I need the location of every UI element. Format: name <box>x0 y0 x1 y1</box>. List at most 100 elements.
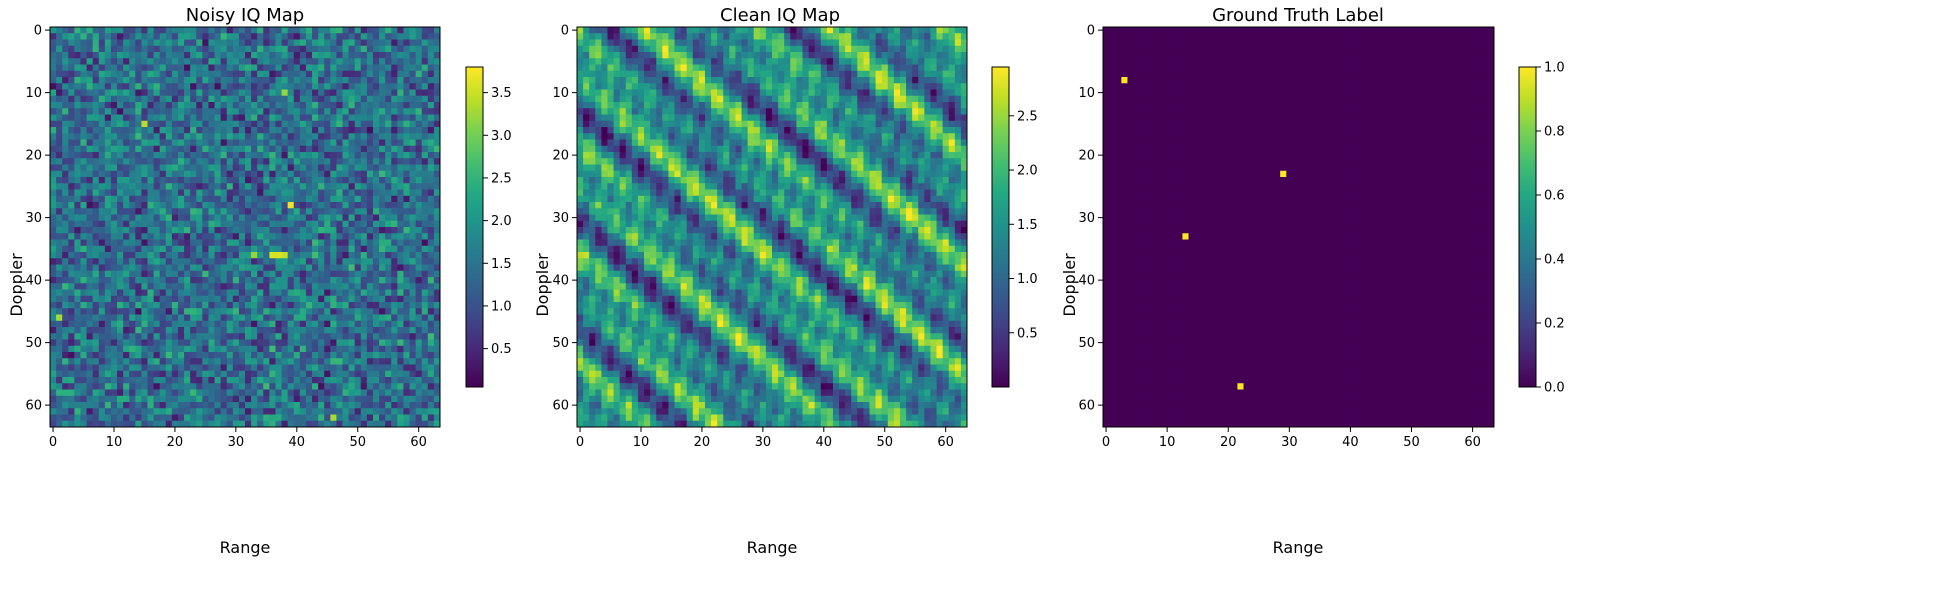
heatmap-cell <box>129 114 136 122</box>
heatmap-cell <box>360 327 368 334</box>
heatmap-cell <box>177 139 185 147</box>
heatmap-cell <box>415 339 423 347</box>
heatmap-cell <box>159 239 167 247</box>
heatmap-cell <box>171 39 179 47</box>
heatmap-cell <box>372 302 380 309</box>
heatmap-cell <box>403 414 410 422</box>
heatmap-cell <box>403 170 410 178</box>
heatmap-cell <box>110 227 118 234</box>
heatmap-cell <box>619 95 627 103</box>
heatmap-cell <box>299 145 307 153</box>
heatmap-cell <box>397 64 404 72</box>
heatmap-cell <box>257 52 264 59</box>
colorbar-frame <box>465 66 484 388</box>
heatmap-cell <box>942 58 950 65</box>
heatmap-cell <box>141 295 148 303</box>
heatmap-cell <box>263 314 270 322</box>
heatmap-cell <box>826 89 834 97</box>
heatmap-cell <box>251 120 258 128</box>
heatmap-cell <box>577 83 584 90</box>
heatmap-cell <box>318 177 325 184</box>
heatmap-cell <box>415 395 423 403</box>
heatmap-cell <box>184 127 191 134</box>
heatmap-cell <box>62 64 69 72</box>
heatmap-cell <box>141 320 148 328</box>
heatmap-cell <box>360 314 368 322</box>
heatmap-cell <box>214 395 222 403</box>
heatmap-cell <box>104 258 112 265</box>
heatmap-cell <box>287 102 295 109</box>
heatmap-cell <box>171 64 179 72</box>
heatmap-cell <box>275 95 282 103</box>
heatmap-cell <box>668 58 675 65</box>
heatmap-cell <box>238 70 246 78</box>
heatmap-cell <box>826 102 834 109</box>
heatmap-cell <box>281 245 289 253</box>
heatmap-cell <box>196 320 203 328</box>
heatmap-cell <box>312 208 319 215</box>
heatmap-cell <box>662 89 669 97</box>
heatmap-cell <box>153 120 161 128</box>
heatmap-cell <box>177 327 185 334</box>
heatmap-cell <box>123 64 130 72</box>
heatmap-cell <box>881 95 889 103</box>
heatmap-cell <box>238 245 246 253</box>
heatmap-cell <box>433 395 441 403</box>
heatmap-cell <box>427 95 435 103</box>
heatmap-cell <box>887 70 895 78</box>
heatmap-cell <box>747 58 755 65</box>
heatmap-cell <box>796 70 803 78</box>
heatmap-cell <box>366 52 374 59</box>
heatmap-cell <box>165 195 173 203</box>
heatmap-cell <box>68 358 75 365</box>
heatmap-cell <box>171 108 179 115</box>
heatmap-cell <box>165 239 173 247</box>
heatmap-cell <box>820 52 828 59</box>
heatmap-cell <box>153 177 161 184</box>
heatmap-cell <box>220 308 228 315</box>
heatmap-cell <box>159 345 167 353</box>
heatmap-cell <box>135 145 142 153</box>
heatmap-cell <box>631 64 639 72</box>
heatmap-cell <box>427 145 435 153</box>
heatmap-cell <box>899 89 907 97</box>
heatmap-cell <box>415 377 423 384</box>
heatmap-cell <box>190 120 197 128</box>
heatmap-cell <box>354 252 362 259</box>
heatmap-cell <box>56 270 63 278</box>
heatmap-cell <box>415 52 423 59</box>
heatmap-cell <box>220 108 228 115</box>
heatmap-cell <box>257 370 264 378</box>
heatmap-cell <box>184 33 191 40</box>
heatmap-cell <box>912 27 919 34</box>
heatmap-cell <box>202 114 209 122</box>
heatmap-cell <box>421 108 429 115</box>
heatmap-cell <box>275 202 282 209</box>
heatmap-cell <box>251 252 258 259</box>
heatmap-cell <box>153 102 161 109</box>
heatmap-cell <box>177 227 185 234</box>
heatmap-cell <box>808 45 816 53</box>
heatmap-cell <box>711 70 718 78</box>
heatmap-cell <box>62 39 69 47</box>
heatmap-cell <box>263 102 270 109</box>
heatmap-cell <box>135 52 142 59</box>
heatmap-cell <box>354 39 362 47</box>
heatmap-cell <box>214 245 222 253</box>
heatmap-cell <box>948 102 956 109</box>
heatmap-cell <box>906 33 913 40</box>
heatmap-cell <box>379 177 386 184</box>
heatmap-cell <box>62 383 69 390</box>
heatmap-cell <box>686 70 694 78</box>
heatmap-cell <box>226 258 234 265</box>
heatmap-cell <box>607 77 614 84</box>
heatmap-cell <box>723 95 730 103</box>
heatmap-cell <box>98 183 106 190</box>
heatmap-cell <box>171 83 179 90</box>
heatmap-cell <box>117 308 124 315</box>
heatmap-cell <box>147 277 154 284</box>
heatmap-cell <box>251 39 258 47</box>
heatmap-cell <box>330 289 337 297</box>
heatmap-cell <box>257 283 264 290</box>
heatmap-cell <box>257 295 264 303</box>
